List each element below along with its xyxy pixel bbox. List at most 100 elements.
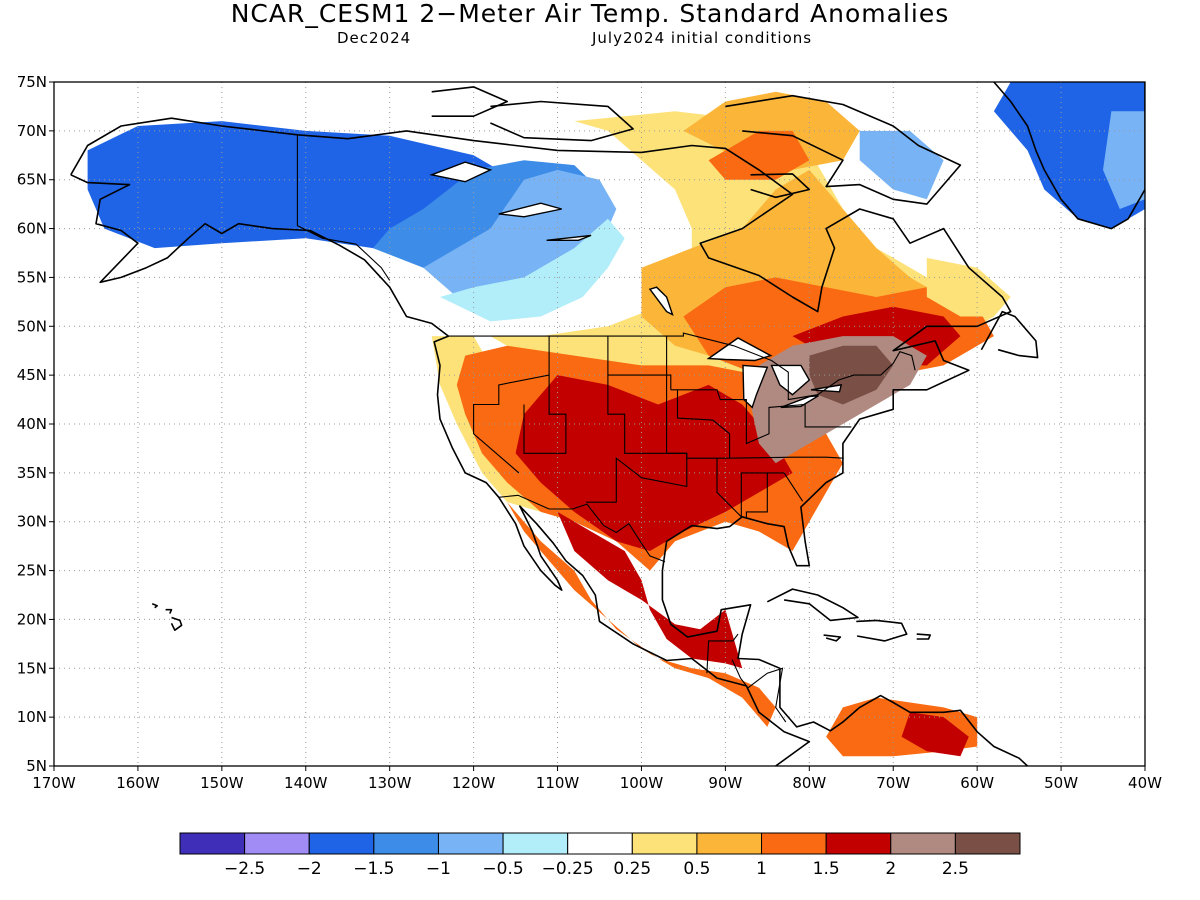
colorbar-swatch — [437, 832, 504, 855]
colorbar-label: 2.5 — [942, 859, 969, 879]
anomaly-region-venezuela-strong — [901, 712, 969, 757]
great-slave-lake — [498, 202, 562, 218]
us-canada-border — [448, 332, 916, 401]
lon-tick-label: 50W — [1044, 774, 1078, 792]
colorbar-swatch — [244, 832, 310, 855]
coastline-cuba — [766, 588, 859, 622]
lake-athabasca — [546, 234, 592, 242]
us-state-lines-7 — [725, 456, 844, 459]
lon-tick-label: 60W — [960, 774, 994, 792]
us-state-lines-8 — [767, 472, 804, 502]
coastline-greenland — [993, 82, 1145, 230]
chart-title: NCAR_CESM1 2−Meter Air Temp. Standard An… — [230, 0, 950, 28]
mexico-guatemala-border — [706, 633, 739, 674]
colorbar-label: −1 — [426, 859, 451, 879]
coastline-pacific-coast — [70, 174, 811, 766]
lat-tick-label: 50N — [17, 317, 47, 335]
colorbar-label: 2 — [885, 859, 896, 879]
us-state-lines-9 — [607, 374, 672, 390]
lon-tick-label: 170W — [32, 774, 76, 792]
lake-michigan — [742, 364, 769, 409]
colorbar-label: 0.25 — [613, 859, 651, 879]
lat-tick-label: 75N — [17, 73, 47, 91]
forecast-month: Dec2024 — [337, 29, 412, 47]
lake-huron — [770, 364, 811, 396]
anomaly-region-central-us-strong — [515, 375, 793, 551]
central-america-borders — [731, 659, 787, 723]
coastline-newfoundland — [980, 310, 1039, 359]
lon-tick-label: 120W — [452, 774, 496, 792]
coastline-banks-island — [431, 86, 509, 117]
colorbar-label: 1.5 — [813, 859, 840, 879]
anomaly-region-greenland-cool — [1103, 111, 1145, 209]
lake-superior — [706, 337, 773, 362]
coastline-hawaii-maui — [165, 608, 173, 614]
lat-tick-label: 20N — [17, 610, 47, 628]
colorbar-swatch — [631, 832, 698, 855]
anomaly-region-ellesmere-warm — [708, 130, 810, 180]
colorbar: −2.5 −2 −1.5 −1 −0.5 −0.25 0.25 0.5 1 1.5 2 2.5 — [179, 832, 1021, 879]
lat-tick-label: 60N — [17, 220, 47, 238]
colorbar-label: −1.5 — [353, 859, 394, 879]
coastline-hawaii-big-island — [170, 616, 183, 632]
political-borders — [296, 134, 916, 723]
colorbar-label: −2 — [297, 859, 322, 879]
colorbar-swatch — [308, 832, 375, 855]
coastline-southampton-island — [750, 173, 811, 199]
colorbar-swatch — [825, 832, 892, 855]
us-state-lines-6 — [716, 458, 768, 519]
lon-tick-label: 130W — [368, 774, 412, 792]
colorbar-swatch — [954, 832, 1021, 855]
lat-tick-label: 25N — [17, 562, 47, 580]
lon-tick-label: 110W — [536, 774, 580, 792]
lon-tick-label: 40W — [1128, 774, 1162, 792]
lon-tick-label: 160W — [116, 774, 160, 792]
colorbar-swatch — [761, 832, 827, 855]
us-state-lines-10 — [676, 389, 731, 459]
longitude-axis: 170W 160W 150W 140W 130W 120W 110W 100W 90W 80W 70… — [32, 766, 1162, 792]
lon-tick-label: 100W — [620, 774, 664, 792]
us-mexico-border — [498, 494, 666, 563]
colorbar-label: −0.5 — [482, 859, 523, 879]
colorbar-label: 0.5 — [683, 859, 710, 879]
us-state-lines-4 — [586, 336, 688, 503]
coastline-jamaica — [823, 634, 842, 642]
us-state-lines-5 — [670, 389, 852, 445]
lat-tick-label: 40N — [17, 415, 47, 433]
coastline-puerto-rico — [916, 633, 932, 640]
lat-tick-label: 65N — [17, 171, 47, 189]
anomaly-region-mexico-warm — [507, 502, 776, 727]
lat-tick-label: 10N — [17, 708, 47, 726]
colorbar-label: −0.25 — [542, 859, 594, 879]
alaska-canada-border — [296, 134, 391, 281]
lon-tick-label: 70W — [876, 774, 910, 792]
colorbar-swatch — [696, 832, 763, 855]
anomaly-shading — [87, 82, 1145, 757]
lat-tick-label: 70N — [17, 122, 47, 140]
colorbar-swatch — [502, 832, 569, 855]
anomaly-region-labrador-slight — [926, 257, 1011, 317]
lat-tick-label: 55N — [17, 268, 47, 286]
lon-tick-label: 80W — [792, 774, 826, 792]
coastlines — [70, 82, 1145, 766]
anomaly-region-mexico-strong — [557, 511, 743, 669]
lon-tick-label: 150W — [200, 774, 244, 792]
colorbar-swatch — [373, 832, 439, 855]
us-state-lines-3 — [523, 375, 567, 454]
great-bear-lake — [429, 161, 493, 183]
lat-tick-label: 35N — [17, 464, 47, 482]
lake-erie — [780, 395, 819, 409]
colorbar-label: 1 — [756, 859, 767, 879]
anomaly-region-greenland-cold — [993, 82, 1145, 229]
colorbar-swatch — [179, 832, 246, 855]
coastline-hispaniola — [856, 619, 908, 642]
colorbar-label: −2.5 — [224, 859, 265, 879]
anomaly-region-prairie-slight-cool — [440, 218, 625, 322]
anomaly-region-baffin-cool — [859, 130, 944, 200]
lon-tick-label: 140W — [284, 774, 328, 792]
coastline-baffin-island — [725, 94, 962, 205]
initial-conditions: July2024 initial conditions — [592, 29, 813, 47]
colorbar-swatch — [567, 832, 633, 855]
graticule — [54, 82, 1145, 766]
